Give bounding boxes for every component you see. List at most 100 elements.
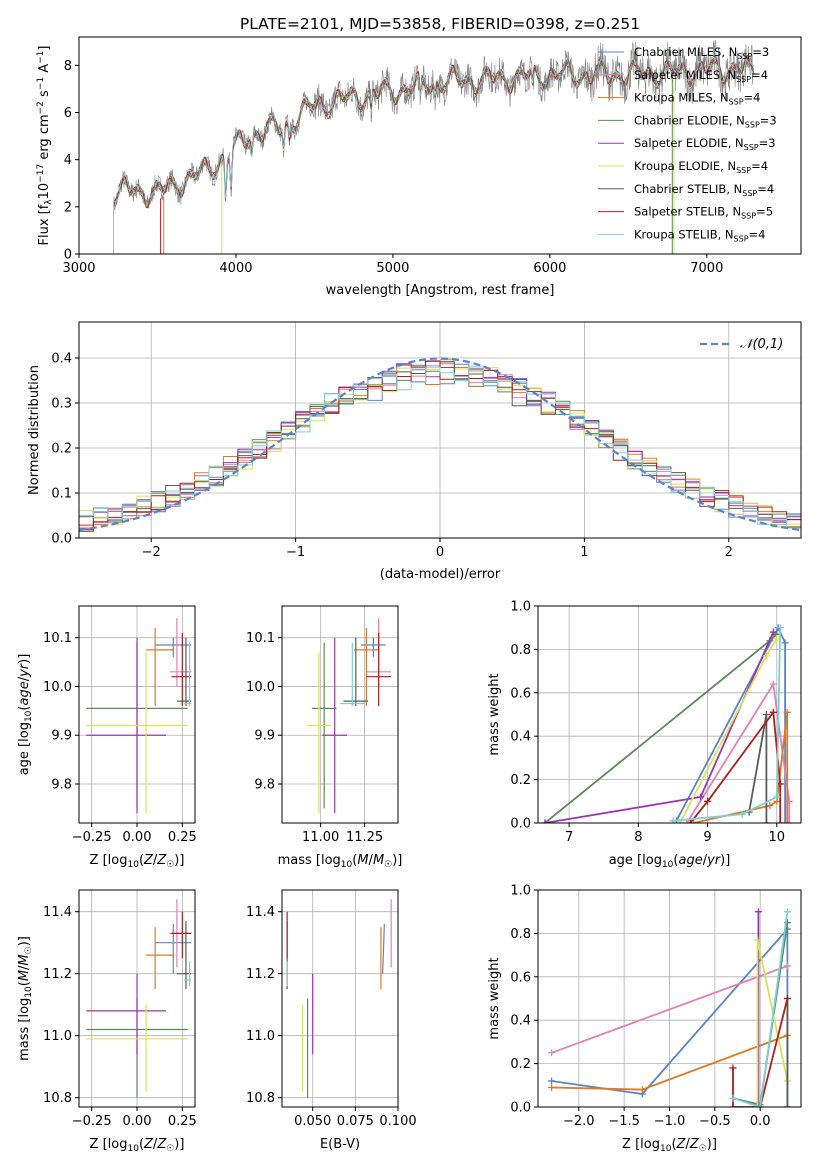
- legend-subscript: SSP: [737, 52, 752, 61]
- age-vs-Z-xlabel-part: Z [log: [90, 853, 128, 868]
- mass-weight-vs-Z-ytick-label: 0.6: [510, 970, 531, 985]
- spectrum-frame: [78, 36, 802, 255]
- mass-vs-Z-xtick-label: 0.00: [123, 1114, 152, 1129]
- mass-vs-EBV-xtick-label: 0.050: [294, 1114, 331, 1129]
- legend-text: Chabrier STELIB, N: [634, 182, 742, 196]
- legend-label: Kroupa ELODIE, NSSP=4: [634, 159, 768, 175]
- mass-weight-vs-age-point-marker: [686, 819, 694, 823]
- age-vs-mass-xlabel-part: )]: [392, 853, 402, 868]
- mass-weight-vs-Z-point-marker: [783, 908, 791, 916]
- mass-weight-vs-age-ylabel: mass weight: [487, 673, 502, 755]
- mass-weight-vs-age-series-line: [672, 627, 782, 822]
- legend-value: =3: [760, 113, 777, 127]
- mass-weight-vs-age-xtick-label: 9: [703, 830, 711, 845]
- mass-vs-Z-plot-area: [86, 899, 192, 1098]
- age-vs-mass-plot-area: [306, 618, 391, 814]
- mass-weight-vs-age-ytick-label: 0.2: [510, 773, 531, 788]
- mass-vs-Z-xlabel-part: )]: [174, 1137, 184, 1152]
- mass-vs-Z-ylabel-part: mass [log: [17, 998, 32, 1061]
- residuals-frame-group: −2 −1 0 1 2 0.0 0.1 0.2 0.3 0.4: [51, 321, 802, 560]
- mass-weight-vs-Z-point-marker: [729, 1064, 737, 1072]
- spectrum-xtick-label: 7000: [690, 261, 723, 276]
- mass-weight-vs-age-point-marker: [683, 819, 691, 823]
- age-vs-mass-xlabel-part: (: [352, 853, 357, 868]
- mass-vs-Z-xlabel-part: Z: [143, 1137, 154, 1152]
- residuals-xlabel: (data-model)/error: [380, 567, 501, 582]
- mass-vs-Z-ytick-label: 11.2: [43, 967, 72, 982]
- legend-label: Salpeter ELODIE, NSSP=3: [634, 136, 776, 152]
- age-vs-Z-xlabel-part: 10: [127, 860, 139, 870]
- mass-weight-vs-age-point-marker: [762, 819, 770, 823]
- mass-vs-Z-ylabel-part: M: [17, 970, 32, 981]
- spectrum-xtick-label: 5000: [376, 261, 409, 276]
- age-vs-mass-xlabel-part: 10: [341, 860, 353, 870]
- mass-vs-EBV-xtick-label: 0.100: [379, 1114, 416, 1129]
- legend-label: Chabrier STELIB, NSSP=4: [634, 182, 774, 198]
- mass-weight-vs-Z-ytick-label: 0.8: [510, 927, 531, 942]
- mass-weight-vs-Z-xtick-label: −1.5: [608, 1114, 640, 1129]
- mass-weight-vs-age-point-marker: [769, 628, 777, 636]
- mass-weight-vs-Z-series-line: [732, 998, 789, 1107]
- age-vs-Z-xtick-label: 0.25: [168, 830, 197, 845]
- mass-weight-vs-age-point-marker: [762, 711, 770, 718]
- legend-subscript: SSP: [745, 120, 760, 129]
- spectrum-model-line: [113, 57, 755, 207]
- age-vs-Z-ylabel: age [log10(age/yr)]: [17, 654, 34, 776]
- mass-weight-vs-age-xlabel-part: 10: [662, 860, 674, 870]
- age-vs-Z-xtick-label: 0.00: [123, 830, 152, 845]
- mass-weight-vs-Z-frame-group: −2.0 −1.5 −1.0 −0.5 0.0 0.0 0.2 0.4 0.6 0.8 1.0: [510, 884, 802, 1129]
- legend-value: =3: [752, 45, 769, 59]
- spectrum-xtick-label: 6000: [533, 261, 566, 276]
- spectrum-ylabel-part: erg cm: [37, 114, 52, 163]
- legend-subscript: SSP: [736, 166, 751, 175]
- age-vs-Z-xlabel-part: /: [153, 853, 158, 868]
- mass-weight-vs-Z-point-marker: [756, 1103, 764, 1107]
- mass-vs-Z-ylabel-part: M: [17, 954, 32, 965]
- mass-vs-Z-xlabel-part: Z [log: [90, 1137, 128, 1152]
- mass-weight-vs-age-point-marker: [773, 793, 781, 801]
- age-vs-Z-xlabel-part: Z: [143, 853, 154, 868]
- spectrum-ylabel-part: −2: [36, 101, 46, 114]
- age-vs-Z-ylabel-part: (: [17, 706, 32, 711]
- spectrum-ytick-label: 0: [64, 248, 72, 263]
- spectrum-ylabel-part: λ: [44, 199, 54, 205]
- residuals-ytick-label: 0.2: [51, 442, 72, 457]
- residuals-xtick-label: 2: [725, 545, 733, 560]
- mass-vs-Z-ylabel-part: )]: [17, 936, 32, 946]
- mass-weight-vs-Z-series-line: [551, 965, 788, 1054]
- spectrum-ylabel-part: 10: [37, 183, 52, 200]
- mass-vs-Z-xlabel-part: ☉: [166, 1144, 174, 1154]
- mass-weight-vs-age-point-marker: [785, 819, 793, 823]
- age-vs-mass-xlabel-part: M: [373, 853, 384, 868]
- mass-weight-vs-age-frame: [537, 605, 802, 824]
- age-vs-Z-ylabel-part: yr: [17, 662, 32, 678]
- age-vs-mass-xtick-label: 11.00: [302, 830, 339, 845]
- mass-vs-Z-ylabel-part: 10: [24, 986, 34, 998]
- spectrum-model-line: [113, 54, 755, 210]
- age-vs-mass-xlabel-part: /: [369, 853, 374, 868]
- age-vs-Z-ylabel-part: 10: [24, 710, 34, 722]
- mass-vs-Z-ylabel-part: /: [17, 965, 32, 970]
- age-vs-Z-xtick-label: −0.25: [72, 830, 112, 845]
- age-vs-Z-ylabel-part: )]: [17, 654, 32, 664]
- mass-weight-vs-Z-point-marker: [729, 1103, 737, 1107]
- mass-weight-vs-Z-point-marker: [754, 908, 762, 916]
- spectrum-ylabel: Flux [fλ10−17 erg cm−2 s−1 A−1]: [36, 46, 54, 246]
- mass-weight-vs-age-ytick-label: 0.4: [510, 730, 531, 745]
- legend-subscript: SSP: [736, 75, 751, 84]
- spectrum-model-line: [113, 54, 755, 209]
- residuals-ytick-label: 0.0: [51, 532, 72, 547]
- mass-weight-vs-Z-xlabel-part: Z: [689, 1137, 700, 1152]
- age-vs-Z-ylabel-part: /: [17, 676, 32, 681]
- mass-weight-vs-age-point-marker: [776, 624, 784, 632]
- legend-text: Kroupa MILES, N: [634, 91, 729, 105]
- legend-value: =4: [757, 182, 774, 196]
- mass-weight-vs-Z-xtick-label: −0.5: [699, 1114, 731, 1129]
- mass-weight-vs-age-series-line: [679, 638, 778, 823]
- mass-vs-EBV-frame: [281, 889, 399, 1108]
- legend-text: Chabrier ELODIE, N: [634, 113, 745, 127]
- mass-weight-vs-Z-xlabel-part: ☉: [699, 1144, 707, 1154]
- legend-subscript: SSP: [741, 212, 756, 221]
- spectrum-ylabel-part: −1: [36, 51, 46, 64]
